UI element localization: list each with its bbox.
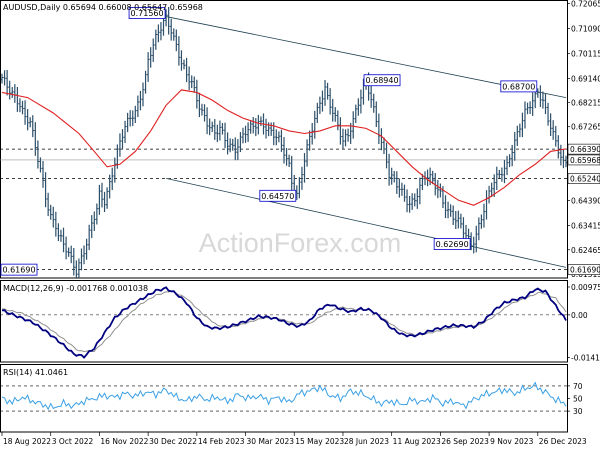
ma-line bbox=[1, 89, 567, 206]
date-tick-label: 11 Aug 2023 bbox=[393, 437, 441, 446]
rsi-tick-label: 50 bbox=[573, 395, 583, 404]
price-tick-label: 0.64390 bbox=[571, 196, 600, 205]
price-tick-label: 0.69140 bbox=[571, 75, 600, 84]
pivot-label: 0.61690 bbox=[2, 266, 35, 275]
date-tick-label: 9 Nov 2023 bbox=[490, 437, 533, 446]
rsi-lines bbox=[0, 381, 568, 412]
price-tick-label: 0.67265 bbox=[571, 123, 600, 132]
pivot-label-box bbox=[259, 189, 297, 202]
channel-line bbox=[165, 16, 567, 98]
price-tick-label: 0.70115 bbox=[571, 50, 600, 59]
channel-lines bbox=[165, 16, 567, 268]
price-tick-label: 0.71090 bbox=[571, 25, 600, 34]
price-tick-label: 0.72065 bbox=[571, 0, 600, 9]
moving-average bbox=[1, 89, 567, 206]
pivot-label-box bbox=[128, 7, 166, 19]
date-tick-label: 28 Jun 2023 bbox=[344, 437, 389, 446]
pivot-label-box bbox=[500, 80, 538, 93]
pivot-label: 0.68700 bbox=[502, 82, 535, 91]
level-tag-box bbox=[567, 264, 600, 275]
price-bars bbox=[0, 7, 568, 278]
level-tag-box bbox=[567, 154, 600, 166]
date-tick-label: 26 Sep 2023 bbox=[441, 437, 489, 446]
macd-tick-label: 0.009751 bbox=[571, 283, 600, 292]
date-tick-label: 16 Nov 2022 bbox=[100, 437, 148, 446]
macd-axis: 0.009751 0.00 -0.014107 bbox=[567, 283, 600, 362]
date-tick-label: 15 May 2023 bbox=[295, 437, 344, 446]
level-tag: 0.66390 bbox=[570, 145, 600, 154]
watermark: ActionForex.com bbox=[199, 228, 402, 258]
date-tick-label: 3 Oct 2022 bbox=[52, 437, 94, 446]
pivot-label-box bbox=[433, 238, 471, 250]
pivot-label: 0.62690 bbox=[436, 240, 469, 249]
pivot-label-box bbox=[0, 263, 38, 276]
pivot-label-box bbox=[363, 74, 401, 87]
price-tick-label: 0.68215 bbox=[571, 98, 600, 107]
rsi-axis: 70 50 30 bbox=[567, 382, 583, 416]
date-tick-label: 30 Dec 2022 bbox=[149, 437, 197, 446]
date-axis: 18 Aug 2022 3 Oct 2022 16 Nov 2022 30 Dec 2… bbox=[1, 432, 587, 446]
level-tag: 0.65968 bbox=[570, 156, 600, 165]
macd-tick-label: -0.014107 bbox=[571, 353, 600, 362]
macd-line bbox=[1, 286, 567, 359]
pivot-label: 0.68940 bbox=[365, 76, 398, 85]
channel-line bbox=[165, 177, 567, 268]
level-tag-box bbox=[567, 143, 600, 155]
price-tick-label: 0.63415 bbox=[571, 221, 600, 230]
pivot-label: 0.64570 bbox=[261, 192, 294, 201]
chart-header: AUDUSD,Daily 0.65694 0.66008 0.65647 0.6… bbox=[3, 3, 203, 12]
date-tick-label: 30 Mar 2023 bbox=[247, 437, 295, 446]
macd-label: MACD(12,26,9) -0.001768 0.001038 bbox=[3, 284, 148, 293]
level-tag-box bbox=[567, 173, 600, 184]
rsi-tick-label: 30 bbox=[573, 407, 583, 416]
rsi-line bbox=[1, 381, 567, 411]
pivot-label: 0.71560 bbox=[131, 9, 164, 18]
date-tick-label: 26 Dec 2023 bbox=[539, 437, 587, 446]
level-tag: 0.61690 bbox=[570, 266, 600, 275]
macd-tick-label: 0.00 bbox=[571, 311, 588, 320]
level-tag: 0.65240 bbox=[570, 175, 600, 184]
price-tick-label: 0.62465 bbox=[571, 246, 600, 255]
rsi-label: RSI(14) 41.0461 bbox=[3, 368, 68, 377]
price-axis: 0.72065 0.71090 0.70115 0.69140 0.68215 0.672… bbox=[567, 0, 600, 279]
pivot-labels: 0.71560 0.68940 0.68700 0.64570 0.62690 0.616… bbox=[0, 7, 538, 276]
date-tick-label: 18 Aug 2022 bbox=[3, 437, 51, 446]
rsi-tick-label: 70 bbox=[573, 382, 583, 391]
macd-lines bbox=[0, 286, 568, 359]
date-tick-label: 14 Feb 2023 bbox=[198, 437, 245, 446]
